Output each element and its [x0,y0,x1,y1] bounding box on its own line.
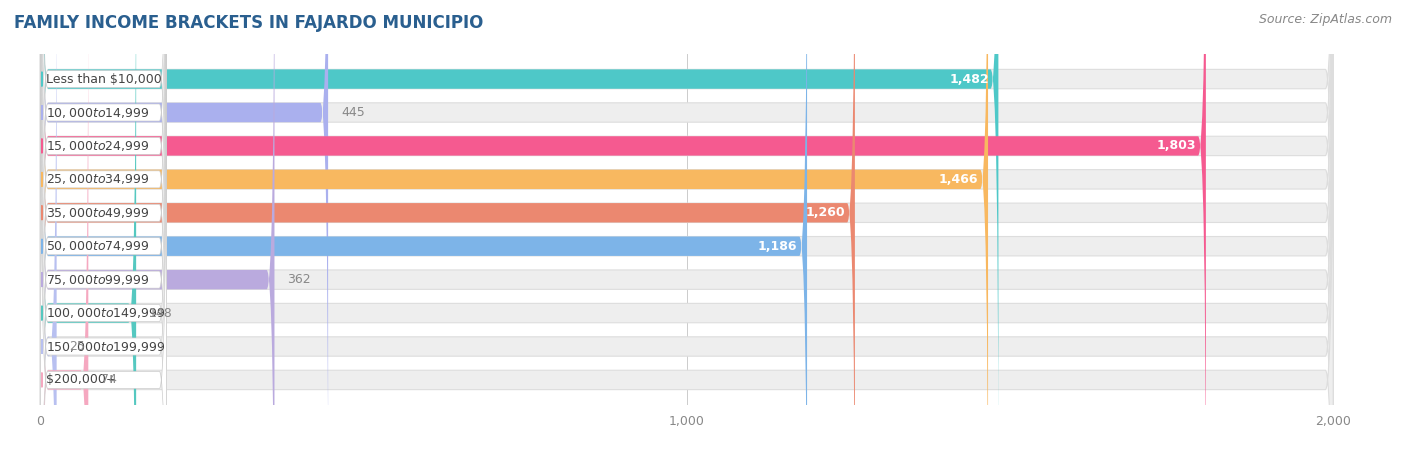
FancyBboxPatch shape [41,0,166,450]
Text: $15,000 to $24,999: $15,000 to $24,999 [46,139,149,153]
FancyBboxPatch shape [41,0,166,438]
Text: $25,000 to $34,999: $25,000 to $34,999 [46,172,149,186]
FancyBboxPatch shape [41,0,1333,450]
Text: 1,803: 1,803 [1157,140,1197,153]
FancyBboxPatch shape [41,0,166,450]
Text: 1,482: 1,482 [949,72,988,86]
FancyBboxPatch shape [41,0,1333,450]
FancyBboxPatch shape [41,0,988,450]
Text: Source: ZipAtlas.com: Source: ZipAtlas.com [1258,14,1392,27]
FancyBboxPatch shape [41,0,328,450]
FancyBboxPatch shape [41,0,89,450]
FancyBboxPatch shape [41,0,1333,450]
Text: 1,260: 1,260 [806,206,845,219]
Text: 445: 445 [342,106,364,119]
FancyBboxPatch shape [41,0,274,450]
Text: $50,000 to $74,999: $50,000 to $74,999 [46,239,149,253]
FancyBboxPatch shape [41,0,166,450]
FancyBboxPatch shape [41,0,166,450]
Text: $200,000+: $200,000+ [46,374,117,387]
FancyBboxPatch shape [41,0,166,450]
Text: $100,000 to $149,999: $100,000 to $149,999 [46,306,166,320]
FancyBboxPatch shape [41,21,166,450]
FancyBboxPatch shape [41,0,998,450]
Text: 74: 74 [101,374,117,387]
Text: Less than $10,000: Less than $10,000 [46,72,162,86]
FancyBboxPatch shape [41,0,1333,450]
FancyBboxPatch shape [41,0,166,450]
Text: 148: 148 [149,306,173,320]
Text: 1,466: 1,466 [939,173,979,186]
FancyBboxPatch shape [41,0,1333,450]
FancyBboxPatch shape [41,0,166,450]
FancyBboxPatch shape [41,0,136,450]
Text: $35,000 to $49,999: $35,000 to $49,999 [46,206,149,220]
Text: $150,000 to $199,999: $150,000 to $199,999 [46,339,166,354]
FancyBboxPatch shape [41,0,56,450]
FancyBboxPatch shape [41,0,1333,450]
Text: $10,000 to $14,999: $10,000 to $14,999 [46,105,149,120]
FancyBboxPatch shape [41,0,807,450]
FancyBboxPatch shape [41,0,1333,450]
FancyBboxPatch shape [41,0,166,450]
FancyBboxPatch shape [41,0,1333,450]
FancyBboxPatch shape [41,0,1333,450]
FancyBboxPatch shape [41,0,1333,450]
FancyBboxPatch shape [41,0,855,450]
Text: $75,000 to $99,999: $75,000 to $99,999 [46,273,149,287]
Text: 362: 362 [287,273,311,286]
Text: 25: 25 [69,340,86,353]
Text: FAMILY INCOME BRACKETS IN FAJARDO MUNICIPIO: FAMILY INCOME BRACKETS IN FAJARDO MUNICI… [14,14,484,32]
Text: 1,186: 1,186 [758,240,797,253]
FancyBboxPatch shape [41,0,1206,450]
